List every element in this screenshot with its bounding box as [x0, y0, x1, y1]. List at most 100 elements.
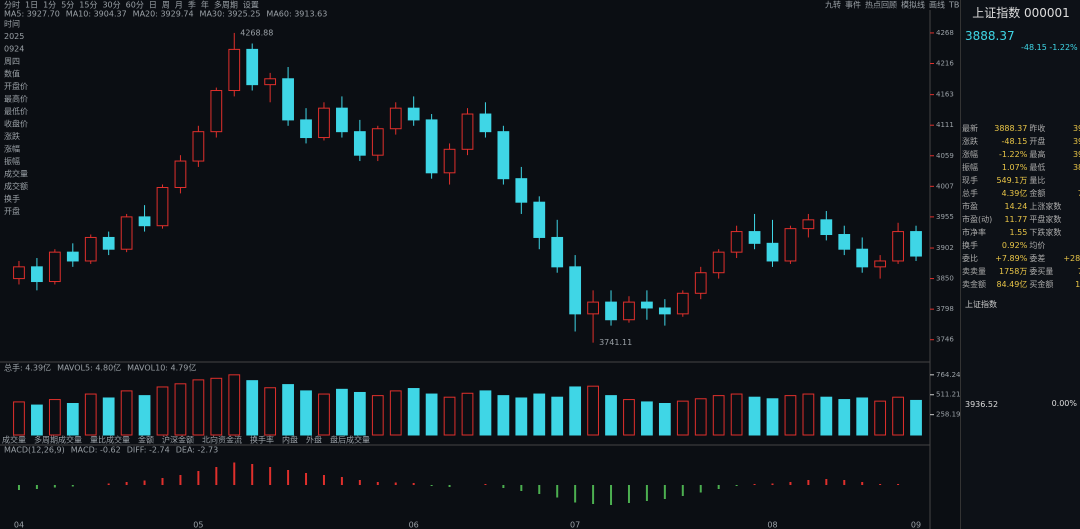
- toolbar-tab[interactable]: 分时: [4, 0, 20, 10]
- quote-cell: 最低: [1029, 163, 1046, 172]
- quote-cell: 卖金额: [962, 280, 986, 289]
- toolbar-tab[interactable]: 60分: [126, 1, 144, 10]
- macd-legend: DEA: -2.73: [176, 446, 218, 455]
- candle-body: [587, 301, 599, 315]
- candle-body: [784, 228, 797, 262]
- quote-row: 换手 0.92%均价 33.79: [961, 239, 1080, 252]
- candle-body: [443, 148, 456, 174]
- candle-body: [569, 266, 582, 315]
- y-tick-label: 4268: [936, 29, 954, 37]
- quote-cell: 昨收: [1029, 124, 1046, 133]
- volume-bar: [623, 399, 635, 436]
- macd-legend: MACD: -0.62: [71, 446, 121, 455]
- toolbar-tab[interactable]: 周: [162, 1, 170, 10]
- volume-bar: [246, 380, 259, 436]
- toolbar-tab[interactable]: 多周期: [214, 0, 238, 10]
- candle-body: [282, 78, 294, 121]
- quote-cell: -48.15: [1001, 137, 1028, 146]
- quote-row: 市盈(动) 11.77平盘家数68: [961, 213, 1080, 226]
- candle-body: [910, 231, 922, 257]
- y-tick-label: 4163: [936, 91, 954, 99]
- volume-bar: [407, 388, 420, 436]
- indicator-tab[interactable]: 量比成交量: [90, 435, 130, 445]
- volume-bar: [84, 393, 97, 436]
- ma-legend: MA20: 3929.74: [133, 10, 194, 19]
- quote-cell: 0.93: [1062, 174, 1080, 187]
- toolbar-tab[interactable]: 设置: [243, 0, 259, 10]
- indicator-tab[interactable]: 沪深金额: [162, 435, 194, 445]
- candle-body: [676, 292, 689, 315]
- quote-cell: 开盘: [1029, 137, 1046, 146]
- toolbar-tab[interactable]: 月: [175, 1, 183, 10]
- volume-bar: [13, 401, 25, 436]
- indicator-tab[interactable]: 北向资金流: [202, 435, 242, 445]
- quote-row: 市盈 14.24上涨家数458: [961, 200, 1080, 213]
- candle-body: [84, 236, 97, 262]
- ma-legend: MA5: 3927.70: [4, 10, 60, 19]
- volume-bar: [551, 396, 564, 436]
- tool-button[interactable]: 九转: [825, 0, 841, 10]
- candle-body: [336, 107, 348, 133]
- tool-button[interactable]: TBE: [948, 1, 960, 10]
- volume-bar: [353, 391, 366, 436]
- quote-cell: 458: [1062, 200, 1080, 213]
- quote-row: 委比 +7.89%委差 +283.44万: [961, 252, 1080, 265]
- volume-bar: [676, 400, 689, 436]
- candle-body: [694, 272, 707, 294]
- volume-bar: [371, 395, 384, 436]
- volume-bar: [533, 393, 546, 436]
- tool-button[interactable]: 模拟线: [901, 0, 925, 10]
- y-tick-label: 3746: [936, 336, 954, 344]
- quote-cell: 平盘家数: [1029, 215, 1062, 224]
- volume-bar: [192, 379, 205, 436]
- candle-body: [748, 231, 761, 244]
- indicator-tab[interactable]: 内盘: [282, 435, 298, 445]
- quote-panel: 上证指数 000001 3888.37 -48.15 -1.22% 最新 3888…: [960, 0, 1080, 529]
- volume-bar: [694, 398, 707, 436]
- side-info: 收盘价: [4, 119, 28, 129]
- quote-cell: 振幅: [962, 163, 978, 172]
- volume-bar: [138, 395, 151, 436]
- quote-cell: +7.89%: [995, 254, 1028, 263]
- toolbar-tab[interactable]: 30分: [102, 1, 120, 10]
- volume-bar: [569, 386, 582, 436]
- quote-cell: 最新: [962, 124, 978, 133]
- toolbar-tab[interactable]: 1分: [43, 1, 56, 10]
- tool-button[interactable]: 事件: [845, 0, 861, 10]
- quote-cell: 总手: [962, 189, 978, 198]
- side-info: 2025: [4, 32, 24, 41]
- quote-cell: 市盈(动): [962, 215, 993, 224]
- candle-body: [425, 119, 438, 174]
- candle-body: [407, 107, 420, 121]
- indicator-tab[interactable]: 多周期成交量: [34, 435, 82, 445]
- vol-legend: MAVOL5: 4.80亿: [57, 363, 121, 373]
- tool-button[interactable]: 画线: [929, 0, 945, 10]
- toolbar-tab[interactable]: 日: [149, 1, 157, 10]
- toolbar-tab[interactable]: 季: [188, 0, 196, 10]
- y-tick-label: 3955: [936, 213, 954, 221]
- quote-cell: 委买量: [1029, 267, 1054, 276]
- toolbar-tab[interactable]: 15分: [79, 1, 97, 10]
- indicator-tab[interactable]: 外盘: [306, 435, 322, 445]
- volume-bar: [461, 392, 474, 436]
- indicator-tab[interactable]: 换手率: [250, 435, 274, 445]
- side-info: 成交量: [4, 169, 28, 179]
- quote-table: 最新3888.37昨收3936.52涨跌-48.15开盘3925.32涨幅-1.…: [961, 122, 1080, 291]
- max-label: 4268.88: [240, 28, 273, 37]
- quote-cell: 委差: [1029, 254, 1046, 263]
- toolbar-tab[interactable]: 5分: [61, 1, 74, 10]
- candle-body: [874, 260, 887, 268]
- volume-bar: [389, 390, 402, 436]
- indicator-tab[interactable]: 金额: [138, 435, 154, 445]
- candle-body: [533, 201, 546, 238]
- candle-body: [389, 107, 402, 130]
- indicator-tab[interactable]: 盘后成交量: [330, 435, 370, 445]
- tool-button[interactable]: 热点回顾: [865, 0, 897, 10]
- side-info: 开盘价: [4, 81, 28, 91]
- candle-body: [174, 160, 187, 188]
- toolbar-tab[interactable]: 年: [201, 0, 209, 10]
- toolbar-tab[interactable]: 1日: [25, 1, 38, 10]
- indicator-tab[interactable]: 成交量: [2, 435, 26, 445]
